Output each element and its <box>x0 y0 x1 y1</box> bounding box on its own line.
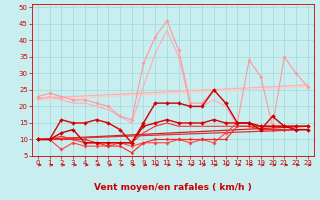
Text: Vent moyen/en rafales ( km/h ): Vent moyen/en rafales ( km/h ) <box>94 184 252 192</box>
